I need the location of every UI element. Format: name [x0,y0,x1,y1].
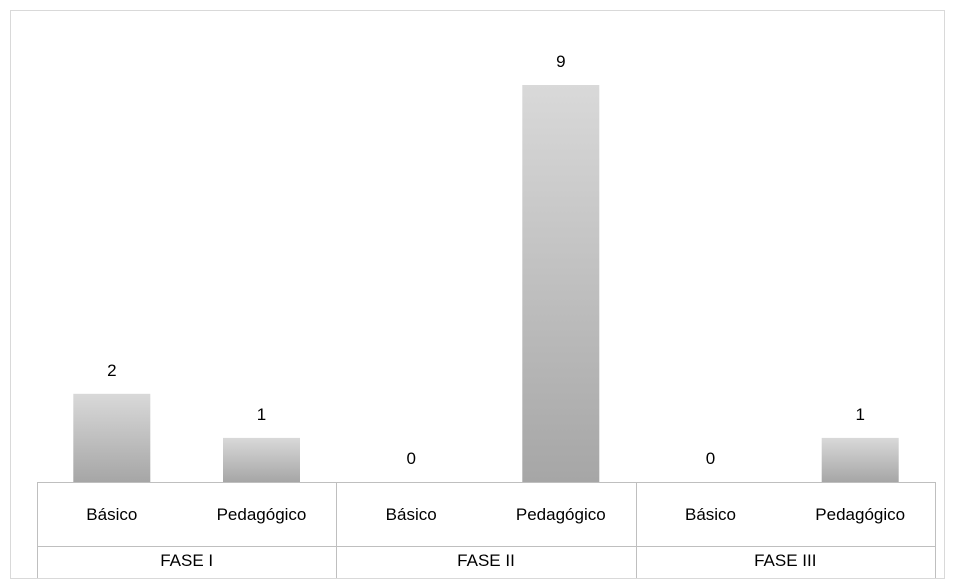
category-tick-label: Pedagógico [815,505,905,524]
category-tick-label: Básico [685,505,736,524]
category-tick-label: Pedagógico [516,505,606,524]
category-tick-label: Básico [386,505,437,524]
group-label: FASE II [457,551,515,570]
bar-fase-i-pedagógico [223,437,300,482]
data-label: 1 [855,405,864,424]
category-tick-label: Pedagógico [217,505,307,524]
data-label: 0 [706,449,715,468]
data-label: 9 [556,52,565,71]
data-label: 0 [406,449,415,468]
group-label: FASE III [754,551,816,570]
bar-fase-i-básico [73,393,151,482]
chart-border [10,10,945,579]
bar-fase-ii-pedagógico [522,85,600,482]
data-label: 1 [257,405,266,424]
labels-layer: 2 Básico 1 Pedagógico FASE I 0 Básico 9 Pedagógi… [86,52,905,570]
data-label: 2 [107,361,116,380]
bars-layer [73,85,899,482]
category-tick-label: Básico [86,505,137,524]
group-label: FASE I [160,551,213,570]
bar-fase-iii-pedagógico [821,437,899,482]
category-axis [37,482,936,578]
